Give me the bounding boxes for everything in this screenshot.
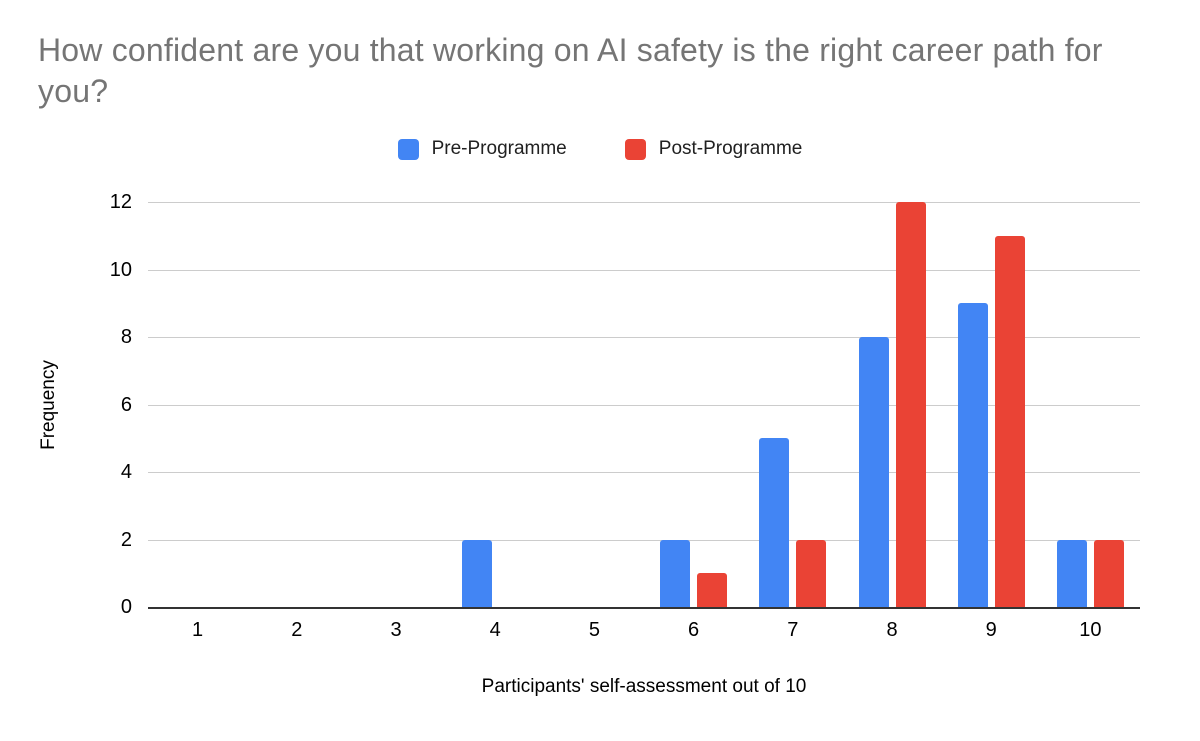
bar-post-programme-8 bbox=[895, 202, 926, 607]
x-tick-label-1: 1 bbox=[192, 619, 204, 641]
legend-item-post-programme: Post-Programme bbox=[624, 138, 803, 160]
chart-legend: Pre-Programme Post-Programme bbox=[0, 138, 1200, 160]
chart-title: How confident are you that working on AI… bbox=[38, 32, 1103, 109]
x-tick-label-2: 2 bbox=[291, 619, 303, 641]
y-axis-tick-labels: 0 2 4 6 8 10 12 bbox=[0, 192, 132, 617]
bar-pre-programme-10 bbox=[1056, 539, 1087, 607]
legend-swatch-icon bbox=[624, 138, 646, 160]
gridline-8 bbox=[148, 337, 1140, 339]
bar-post-programme-6 bbox=[697, 573, 728, 607]
y-tick-label-4: 4 bbox=[120, 461, 132, 484]
category-group-6 bbox=[644, 202, 743, 607]
x-tick-label-4: 4 bbox=[489, 619, 501, 641]
bar-pre-programme-4 bbox=[461, 539, 492, 607]
category-group-8 bbox=[842, 202, 941, 607]
bar-pre-programme-8 bbox=[858, 337, 889, 607]
legend-swatch-icon bbox=[397, 138, 419, 160]
x-tick-label-6: 6 bbox=[688, 619, 700, 641]
bar-pre-programme-7 bbox=[759, 438, 790, 607]
x-axis-tick-labels: 1 2 3 4 5 6 7 8 9 10 bbox=[148, 619, 1140, 642]
category-group-2 bbox=[247, 202, 346, 607]
gridline-10 bbox=[148, 269, 1140, 271]
legend-label: Post-Programme bbox=[658, 138, 803, 159]
x-tick-label-5: 5 bbox=[588, 619, 600, 641]
category-group-1 bbox=[148, 202, 247, 607]
x-axis-title: Participants' self-assessment out of 10 bbox=[481, 676, 807, 697]
x-axis-baseline bbox=[148, 607, 1140, 609]
x-tick-label-9: 9 bbox=[985, 619, 997, 641]
bar-pre-programme-9 bbox=[957, 303, 988, 607]
plot-area bbox=[148, 202, 1140, 609]
category-group-4 bbox=[446, 202, 545, 607]
y-tick-label-8: 8 bbox=[120, 326, 132, 349]
y-tick-label-6: 6 bbox=[120, 393, 132, 416]
y-tick-label-10: 10 bbox=[109, 258, 132, 281]
bar-post-programme-7 bbox=[796, 539, 827, 607]
gridline-12 bbox=[148, 202, 1140, 203]
gridline-2 bbox=[148, 539, 1140, 541]
y-tick-label-12: 12 bbox=[109, 191, 132, 213]
y-tick-label-0: 0 bbox=[120, 596, 132, 618]
legend-label: Pre-Programme bbox=[431, 138, 567, 159]
legend-item-pre-programme: Pre-Programme bbox=[397, 138, 567, 160]
category-group-5 bbox=[545, 202, 644, 607]
category-group-7 bbox=[743, 202, 842, 607]
bars-row bbox=[148, 202, 1140, 607]
bar-pre-programme-6 bbox=[660, 539, 691, 607]
category-group-10 bbox=[1041, 202, 1140, 607]
bar-post-programme-10 bbox=[1093, 539, 1124, 607]
x-tick-label-8: 8 bbox=[886, 619, 898, 641]
x-tick-label-7: 7 bbox=[787, 619, 799, 641]
bar-post-programme-9 bbox=[994, 235, 1025, 607]
category-group-3 bbox=[346, 202, 445, 607]
x-tick-label-3: 3 bbox=[390, 619, 402, 641]
x-tick-label-10: 10 bbox=[1079, 619, 1102, 641]
gridline-4 bbox=[148, 472, 1140, 474]
y-tick-label-2: 2 bbox=[120, 528, 132, 551]
gridline-6 bbox=[148, 404, 1140, 406]
category-group-9 bbox=[942, 202, 1041, 607]
